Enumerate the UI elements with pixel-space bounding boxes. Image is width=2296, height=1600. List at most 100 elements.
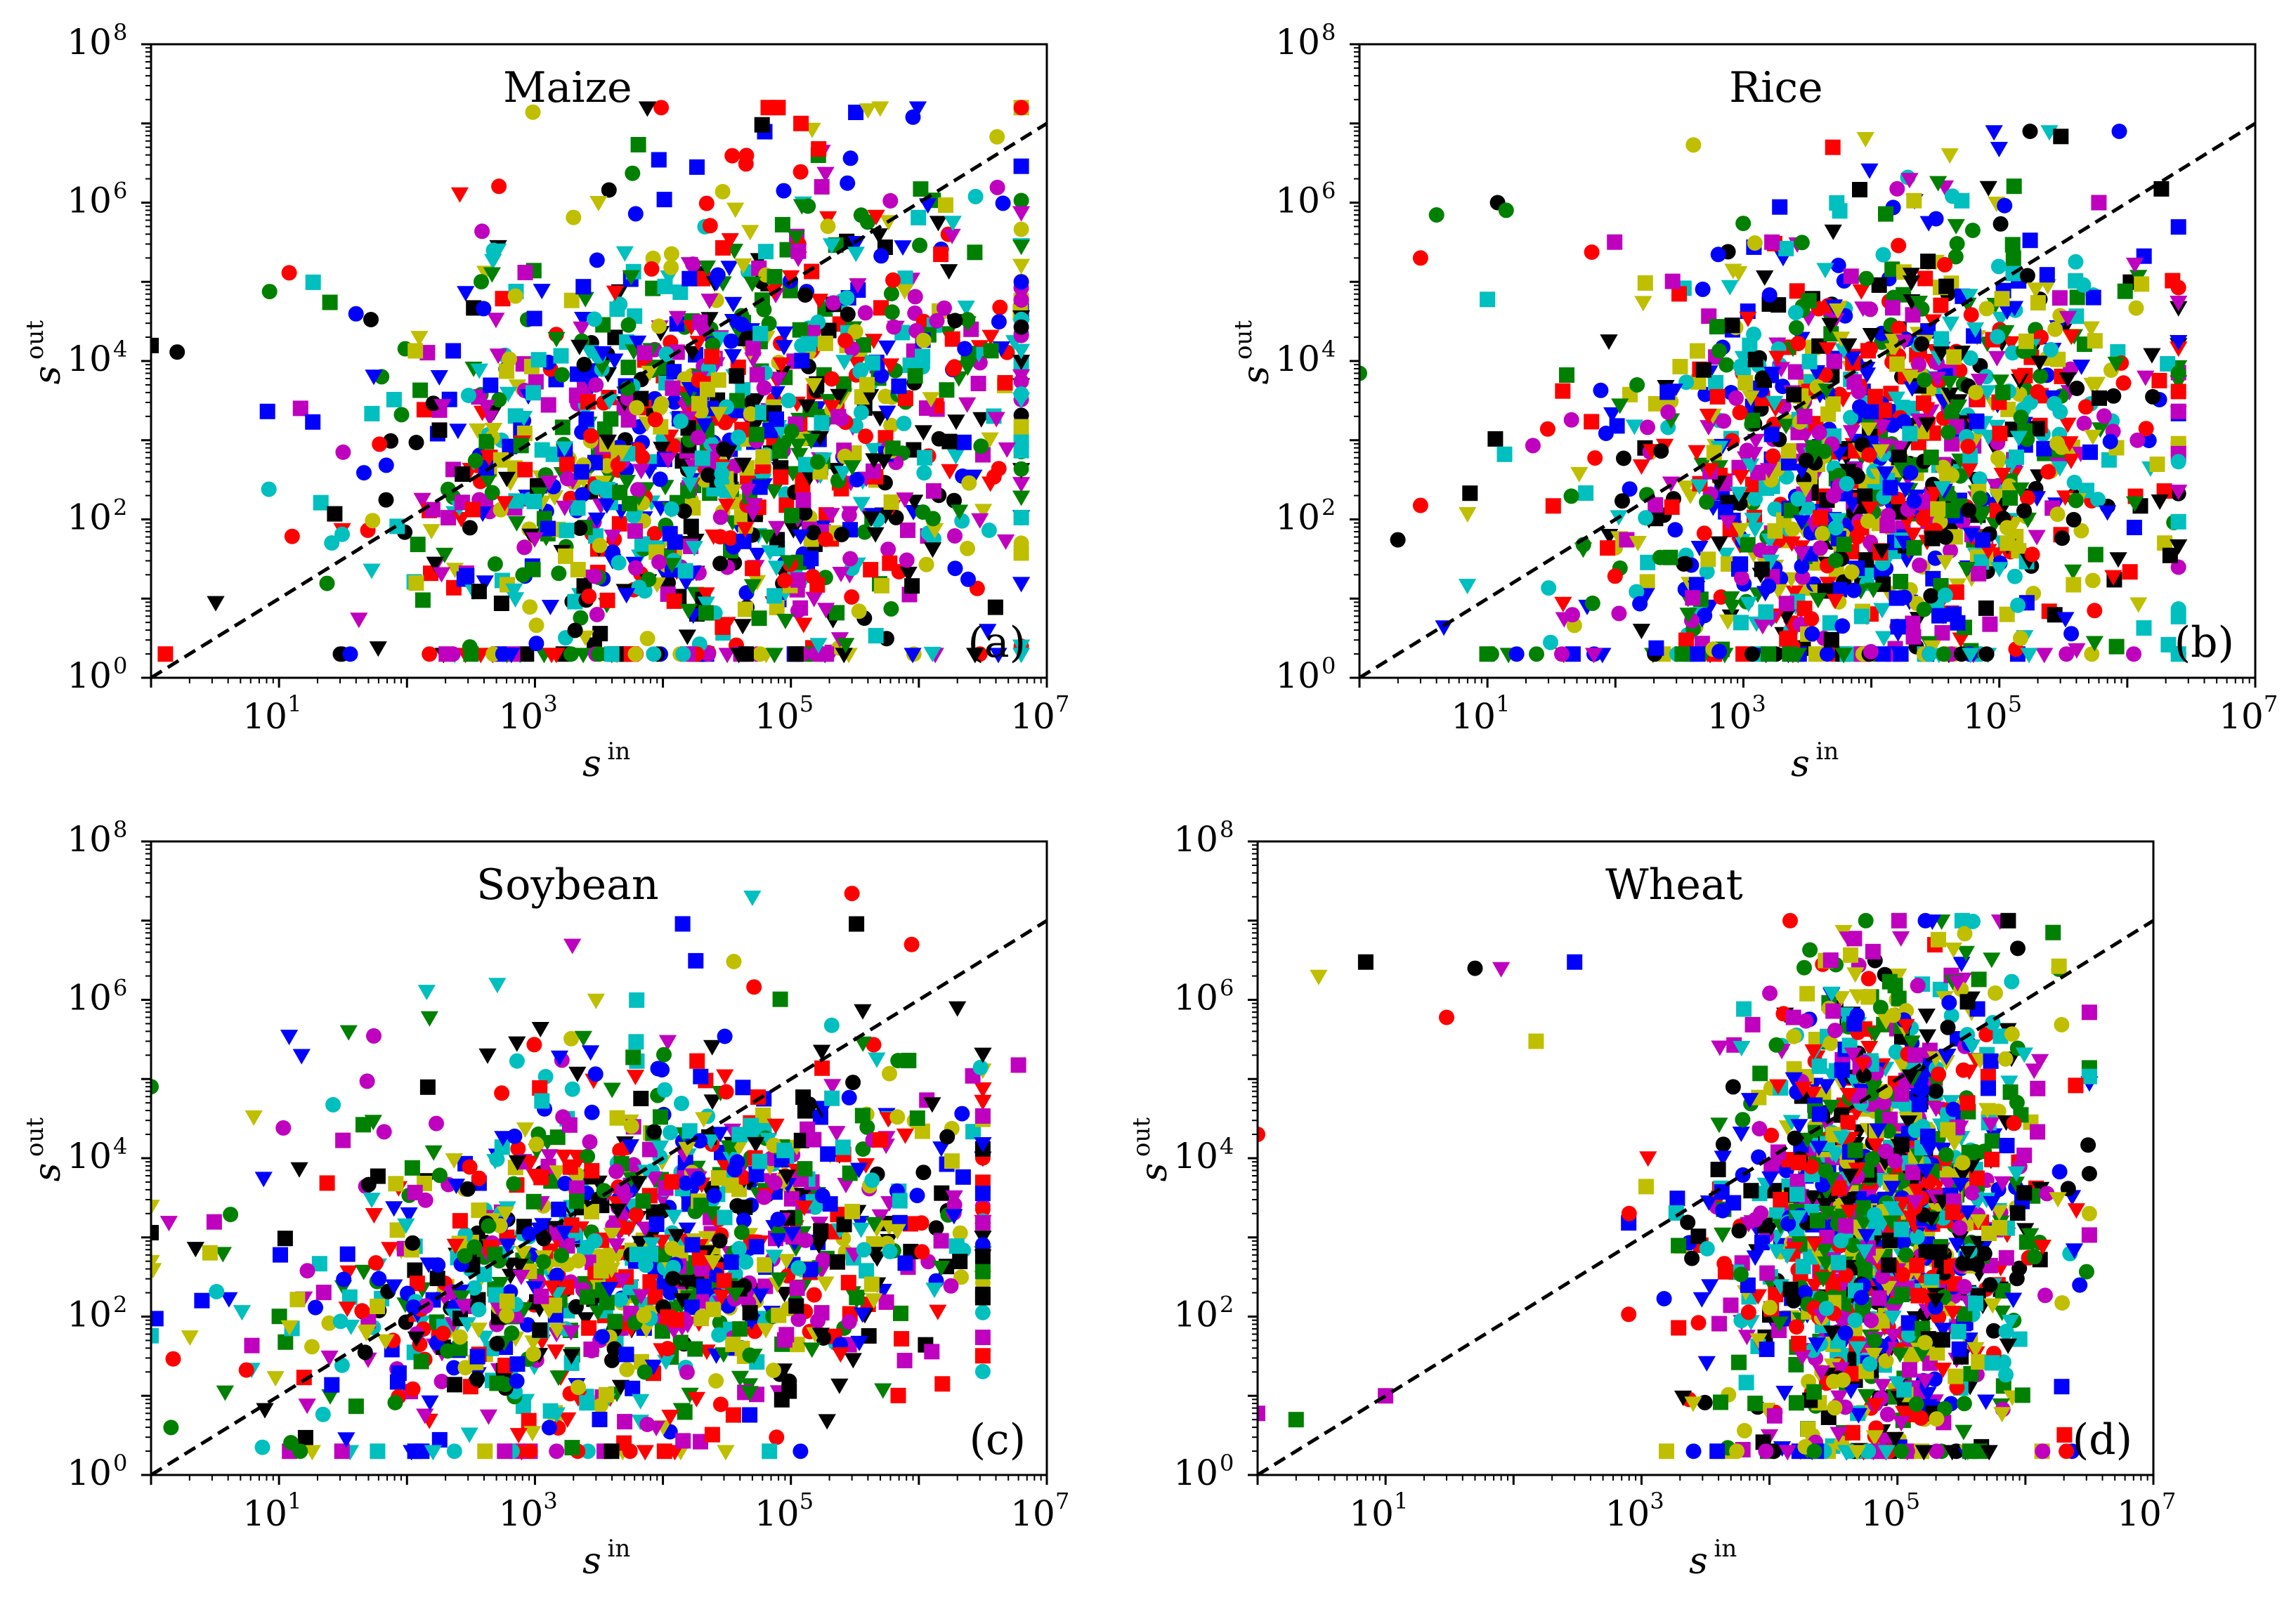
data-point [854,1004,872,1020]
data-point [700,646,717,662]
data-point [1637,275,1653,291]
data-point [1876,466,1894,482]
data-point [1990,142,2008,157]
data-point [275,1120,292,1136]
x-tick-exponent: 5 [800,690,814,717]
data-point [385,1201,403,1217]
data-point [795,492,811,508]
data-point [1733,556,1749,572]
data-point [912,237,928,254]
data-point [650,1061,666,1077]
data-point [738,1254,754,1270]
data-point [420,1011,438,1027]
data-point [499,363,515,379]
data-point [633,1091,649,1106]
data-point [1010,1057,1026,1073]
data-point [1931,608,1947,624]
y-tick-label: 10 [67,22,112,63]
data-point [874,1383,892,1399]
data-point [914,1244,930,1260]
data-point [971,513,989,529]
data-point [526,310,542,327]
data-point [151,1225,159,1240]
data-point [447,1377,462,1393]
data-point [797,1232,814,1248]
y-tick-exponent: 8 [113,816,127,843]
data-point [1724,317,1740,334]
data-point [1750,464,1766,480]
data-point [1858,367,1877,383]
data-point [637,1364,653,1380]
data-point [1685,137,1702,153]
data-point [683,518,699,535]
data-point [1782,536,1801,552]
data-point [1777,419,1795,435]
data-point [1937,256,1953,273]
data-point [1962,648,1980,664]
data-point [1762,545,1780,561]
data-point [440,1343,456,1359]
data-point [1622,481,1638,497]
data-point [907,289,923,305]
data-point [365,369,383,386]
data-point [824,1090,840,1106]
data-point [800,198,816,214]
data-point [625,1157,641,1173]
data-point [652,400,668,416]
data-point [743,276,762,292]
data-point [2039,267,2055,283]
data-point [364,405,380,421]
data-point [2075,277,2092,293]
data-point [2022,232,2038,249]
data-point [1827,353,1843,369]
data-point [1812,540,1828,556]
data-point [354,1303,370,1319]
y-tick-label: 10 [1275,655,1320,696]
data-point [540,1149,559,1165]
data-point [1829,513,1847,529]
data-point [612,485,628,501]
data-point [823,371,840,387]
data-point [907,368,923,384]
data-point [446,1360,462,1376]
data-point [216,1385,234,1401]
data-point [2020,648,2038,664]
data-point [493,596,509,611]
data-point [1830,257,1846,273]
data-point [1882,480,1898,496]
data-point [159,1216,178,1232]
data-point [388,1176,404,1192]
data-point [2047,321,2063,337]
data-point [432,567,451,583]
data-point [476,1266,493,1283]
data-point [464,501,481,518]
data-point [738,483,756,499]
data-point [933,1233,949,1249]
data-point [745,560,761,577]
data-point [563,646,579,662]
data-point [365,513,381,529]
data-point [765,1250,783,1266]
data-point [1960,289,1978,305]
data-point [526,494,542,509]
data-point [2153,181,2170,197]
data-point [1934,625,1950,641]
data-point [1997,324,2015,341]
data-point [1763,426,1780,442]
data-point [632,1289,651,1305]
data-point [278,1334,294,1350]
data-point [852,497,870,513]
data-point [947,414,965,431]
data-point [651,554,667,570]
data-point [511,1259,529,1274]
data-point [1690,1315,1707,1331]
data-point [974,1363,991,1379]
data-point [1864,582,1882,598]
y-tick-label: 10 [67,339,112,379]
data-point [1554,646,1570,662]
y-tick-exponent: 4 [113,336,127,362]
y-tick-exponent: 6 [1322,178,1336,204]
data-point [280,1030,299,1046]
data-point [1792,515,1811,531]
